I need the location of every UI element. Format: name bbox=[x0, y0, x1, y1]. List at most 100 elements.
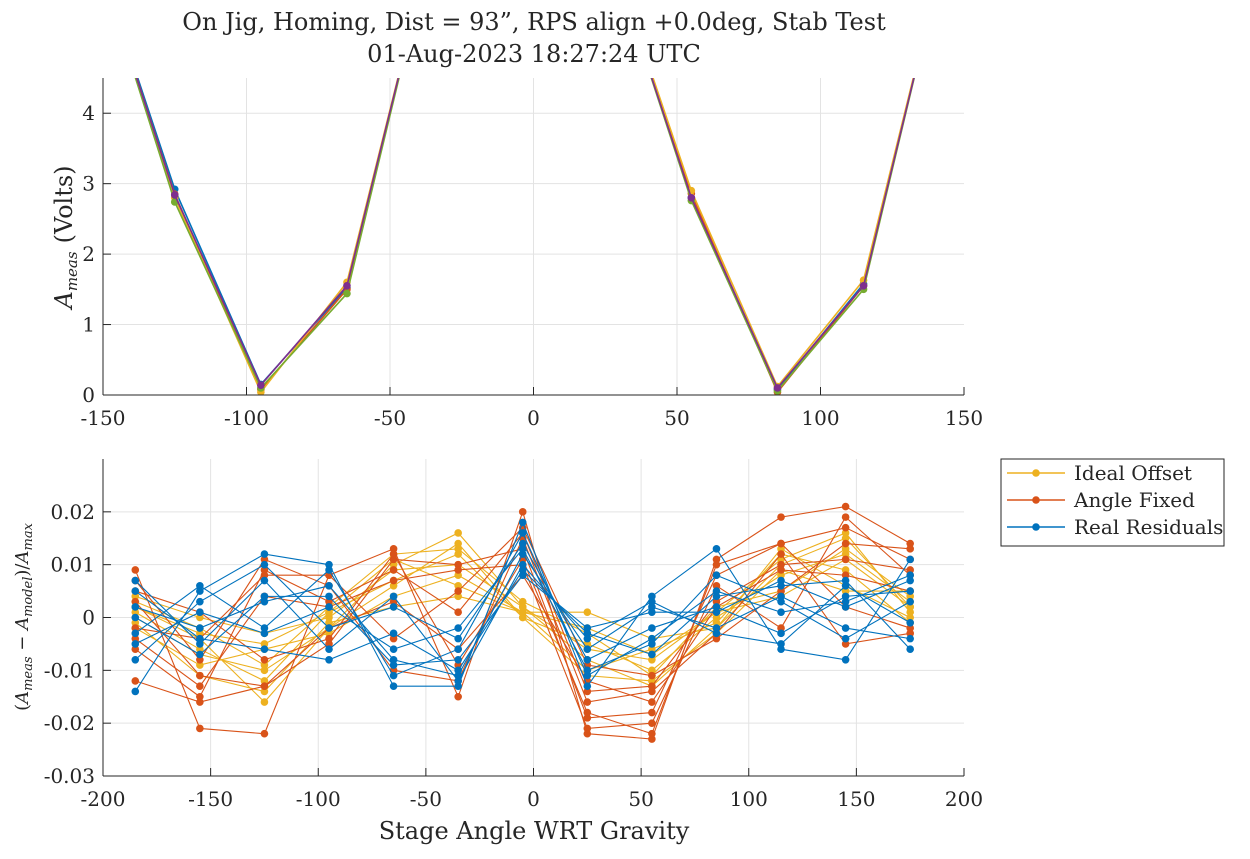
bottom-series-point bbox=[648, 650, 656, 659]
bottom-series-point bbox=[777, 592, 785, 601]
bottom-series-point bbox=[325, 624, 333, 632]
bottom-series-point bbox=[260, 597, 269, 606]
bottom-y-label-part: A bbox=[12, 550, 33, 565]
bottom-series-point bbox=[196, 587, 204, 595]
figure-title-line1: On Jig, Homing, Dist = 93”, RPS align +0… bbox=[182, 8, 886, 36]
bottom-series-point bbox=[583, 608, 592, 617]
bottom-series-point bbox=[325, 634, 333, 643]
bottom-series-point bbox=[648, 729, 656, 738]
bottom-y-label-part: meas bbox=[21, 656, 36, 691]
bottom-series-point bbox=[196, 661, 204, 669]
legend-label: Real Residuals bbox=[1074, 515, 1223, 539]
bottom-series-point bbox=[518, 539, 527, 548]
bottom-series-point bbox=[648, 735, 656, 743]
bottom-y-tick-label: 0 bbox=[82, 606, 95, 630]
bottom-series-point bbox=[260, 550, 269, 558]
bottom-series-point bbox=[131, 640, 140, 648]
bottom-x-tick-label: -150 bbox=[188, 787, 233, 811]
bottom-series-point bbox=[712, 608, 721, 617]
bottom-series-point bbox=[841, 624, 850, 632]
top-x-tick-label: -50 bbox=[374, 406, 406, 430]
bottom-series-point bbox=[583, 687, 592, 696]
bottom-series-point bbox=[583, 671, 592, 680]
bottom-series-point bbox=[777, 608, 785, 617]
bottom-series-point bbox=[131, 618, 140, 627]
top-x-tick-label: 0 bbox=[527, 406, 540, 430]
bottom-series-point bbox=[454, 571, 462, 580]
bottom-series-point bbox=[906, 629, 914, 638]
bottom-series-point bbox=[131, 576, 140, 585]
bottom-x-tick-label: 50 bbox=[628, 787, 653, 811]
bottom-series-point bbox=[648, 719, 656, 727]
bottom-series-point bbox=[389, 545, 398, 553]
bottom-series-point bbox=[196, 640, 204, 648]
bottom-series-point bbox=[131, 655, 140, 664]
bottom-series-point bbox=[648, 671, 656, 680]
bottom-series-point bbox=[648, 655, 656, 664]
bottom-series-point bbox=[518, 613, 527, 622]
bottom-axes: -200 -150 -100 -50 0 50 100 150 200 -0.03 -0.02 -0.… bbox=[12, 459, 983, 845]
bottom-series-point bbox=[648, 603, 656, 611]
bottom-series-point bbox=[260, 682, 269, 690]
bottom-series-point bbox=[777, 629, 785, 638]
bottom-series-point bbox=[712, 624, 721, 632]
bottom-series-point bbox=[906, 634, 914, 643]
bottom-series-point bbox=[196, 645, 204, 653]
bottom-series-point bbox=[131, 634, 140, 643]
bottom-series-point bbox=[518, 603, 527, 611]
bottom-series-point bbox=[325, 608, 333, 617]
bottom-series-point bbox=[518, 508, 527, 516]
bottom-series-point bbox=[260, 661, 269, 669]
bottom-series-point bbox=[454, 587, 462, 595]
bottom-series-point bbox=[906, 613, 914, 622]
bottom-series-point bbox=[712, 629, 721, 638]
top-series-point bbox=[170, 191, 179, 199]
bottom-series-point bbox=[583, 629, 592, 638]
bottom-series-point bbox=[777, 597, 785, 606]
legend-marker bbox=[1032, 496, 1040, 504]
top-x-tick-label: 150 bbox=[945, 406, 983, 430]
bottom-series-point bbox=[777, 640, 785, 648]
bottom-series-point bbox=[454, 539, 462, 548]
bottom-series-point bbox=[389, 582, 398, 590]
bottom-y-label-part: − bbox=[12, 630, 33, 657]
bottom-series-point bbox=[906, 608, 914, 617]
bottom-series-point bbox=[712, 603, 721, 611]
bottom-series-point bbox=[906, 603, 914, 611]
bottom-series-point bbox=[583, 666, 592, 675]
bottom-series-point bbox=[841, 539, 850, 548]
bottom-series-point bbox=[712, 597, 721, 606]
bottom-series-point bbox=[583, 634, 592, 643]
bottom-series-point bbox=[454, 634, 462, 643]
bottom-series-point bbox=[777, 645, 785, 653]
bottom-series-point bbox=[841, 576, 850, 585]
bottom-series-point bbox=[260, 566, 269, 574]
bottom-series-point bbox=[260, 666, 269, 675]
bottom-series-point bbox=[583, 698, 592, 706]
bottom-series-point bbox=[454, 582, 462, 590]
bottom-series-point bbox=[131, 624, 140, 632]
top-y-tick-label: 0 bbox=[82, 383, 95, 407]
bottom-series-point bbox=[583, 655, 592, 664]
bottom-series-point bbox=[777, 550, 785, 558]
bottom-series-point bbox=[196, 634, 204, 643]
bottom-series-point bbox=[777, 560, 785, 569]
bottom-y-tick-label: -0.02 bbox=[44, 711, 95, 735]
figure-title-line2: 01-Aug-2023 18:27:24 UTC bbox=[367, 40, 701, 68]
top-series-point bbox=[859, 282, 868, 290]
bottom-series-point bbox=[712, 560, 721, 569]
top-y-tick-label: 1 bbox=[82, 313, 95, 337]
bottom-series-point bbox=[325, 618, 333, 627]
top-series-point bbox=[773, 384, 782, 392]
bottom-x-axis-label: Stage Angle WRT Gravity bbox=[379, 817, 690, 845]
bottom-series-point bbox=[777, 576, 785, 585]
bottom-series-point bbox=[712, 592, 721, 601]
bottom-series-point bbox=[841, 582, 850, 590]
bottom-series-point bbox=[196, 597, 204, 606]
bottom-series-point bbox=[325, 655, 333, 664]
top-grid bbox=[103, 78, 964, 395]
bottom-series-point bbox=[196, 624, 204, 632]
bottom-series-point bbox=[648, 597, 656, 606]
bottom-x-tick-label: 0 bbox=[527, 787, 540, 811]
